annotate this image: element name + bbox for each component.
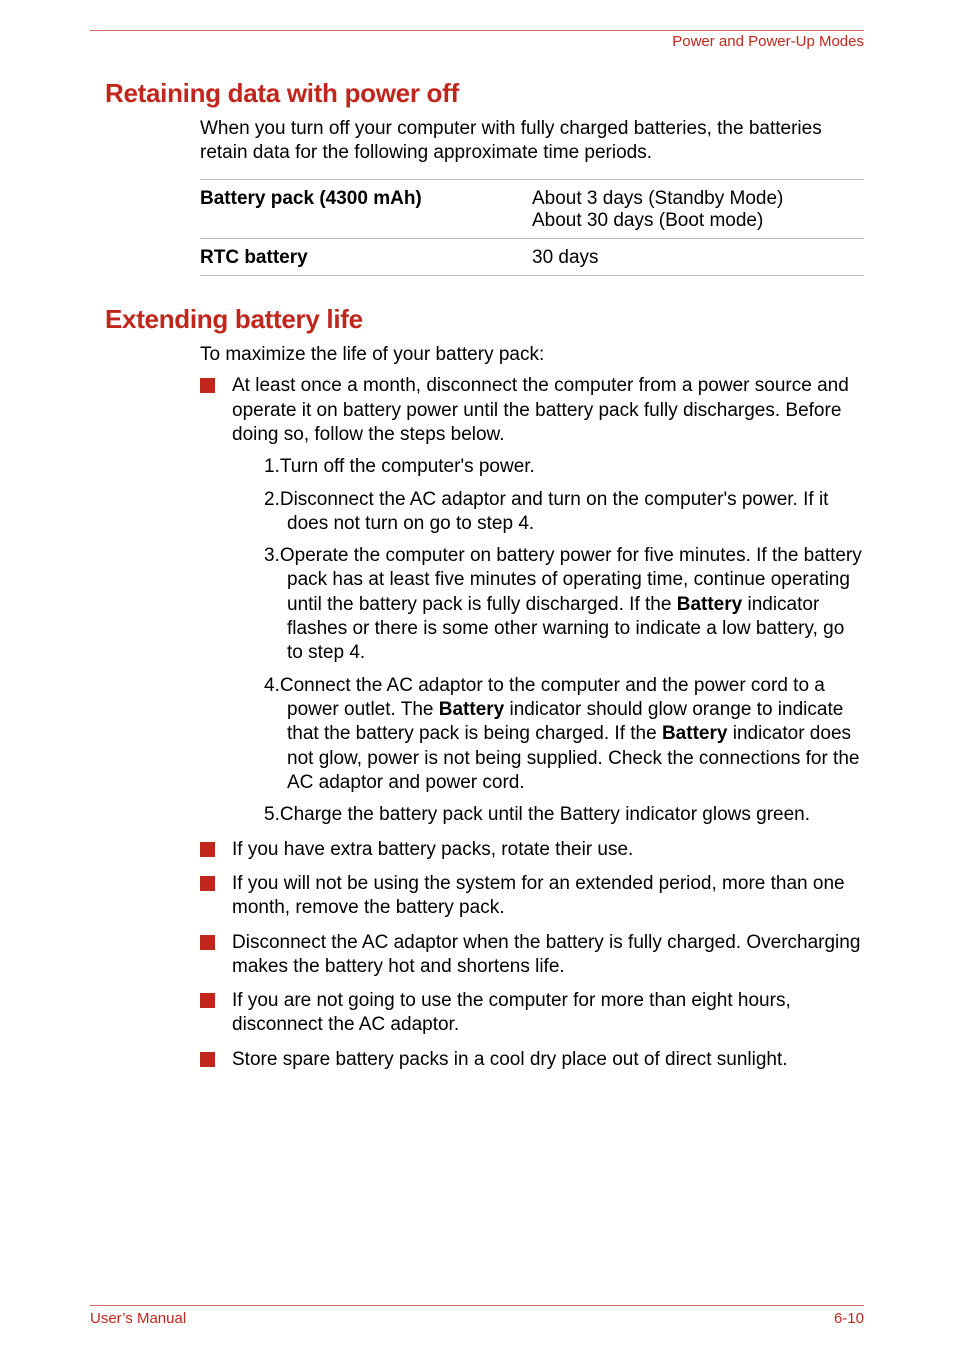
table-cell-value: 30 days (532, 238, 864, 275)
step-3: 3.Operate the computer on battery power … (264, 544, 864, 666)
list-item: Store spare battery packs in a cool dry … (200, 1048, 864, 1072)
list-item-text: If you have extra battery packs, rotate … (232, 839, 633, 860)
list-item-text: If you will not be using the system for … (232, 873, 845, 918)
table-cell-key: Battery pack (4300 mAh) (200, 179, 532, 238)
table-row: Battery pack (4300 mAh) About 3 days (St… (200, 179, 864, 238)
list-item: If you are not going to use the computer… (200, 989, 864, 1038)
table-cell-key: RTC battery (200, 238, 532, 275)
step-4: 4.Connect the AC adaptor to the computer… (264, 674, 864, 796)
step-5: 5.Charge the battery pack until the Batt… (264, 803, 864, 827)
section1-intro: When you turn off your computer with ful… (200, 117, 864, 165)
table-row: RTC battery 30 days (200, 238, 864, 275)
step-2: 2.Disconnect the AC adaptor and turn on … (264, 488, 864, 537)
list-item: If you have extra battery packs, rotate … (200, 838, 864, 862)
header-section-title: Power and Power-Up Modes (90, 33, 864, 50)
page-footer: User’s Manual 6-10 (90, 1305, 864, 1327)
heading-extending-battery: Extending battery life (105, 304, 864, 335)
section2-intro: To maximize the life of your battery pac… (200, 343, 864, 367)
list-item-text: At least once a month, disconnect the co… (232, 375, 849, 445)
list-item-text: Store spare battery packs in a cool dry … (232, 1049, 788, 1070)
list-item-text: If you are not going to use the computer… (232, 990, 791, 1035)
bullet-list: At least once a month, disconnect the co… (200, 374, 864, 1072)
retention-table: Battery pack (4300 mAh) About 3 days (St… (200, 179, 864, 276)
list-item: Disconnect the AC adaptor when the batte… (200, 931, 864, 980)
heading-retaining-data: Retaining data with power off (105, 78, 864, 109)
footer-right: 6-10 (834, 1310, 864, 1327)
list-item: If you will not be using the system for … (200, 872, 864, 921)
footer-left: User’s Manual (90, 1310, 186, 1327)
step-1: 1.Turn off the computer's power. (264, 455, 864, 479)
list-item: At least once a month, disconnect the co… (200, 374, 864, 827)
table-cell-value: About 3 days (Standby Mode) About 30 day… (532, 179, 864, 238)
list-item-text: Disconnect the AC adaptor when the batte… (232, 932, 860, 977)
